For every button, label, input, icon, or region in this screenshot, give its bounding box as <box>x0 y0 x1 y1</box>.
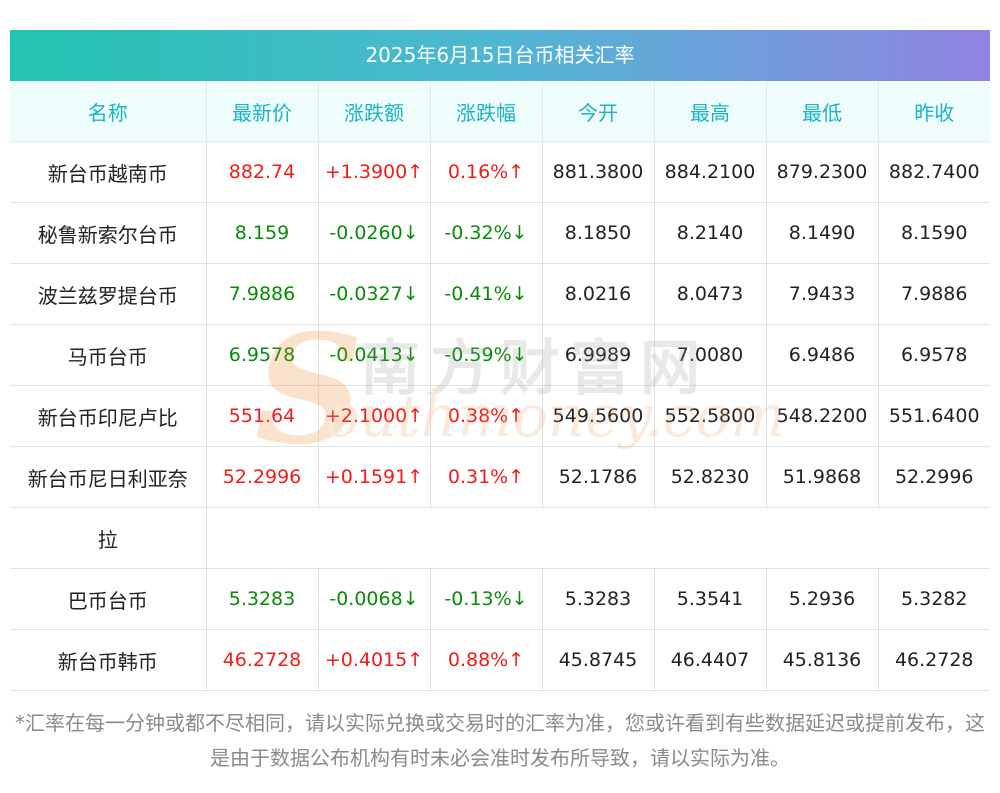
currency-pair-name: 新台币韩币 <box>10 629 207 691</box>
table-row: 新台币印尼卢比 551.64 +2.1000↑ 0.38%↑ 549.5600 … <box>10 385 990 447</box>
currency-pair-name-continued: 拉 <box>10 507 207 569</box>
open-price: 5.3283 <box>542 568 655 630</box>
prev-close: 6.9578 <box>878 324 990 386</box>
prev-close: 8.1590 <box>878 202 990 264</box>
change-amount: +0.1591↑ <box>318 446 431 508</box>
change-percent: 0.31%↑ <box>430 446 543 508</box>
disclaimer-note: *汇率在每一分钟或都不尽相同，请以实际兑换或交易时的汇率为准，您或许看到有些数据… <box>15 711 985 770</box>
low-price: 51.9868 <box>766 446 879 508</box>
change-percent: -0.59%↓ <box>430 324 543 386</box>
currency-pair-name: 秘鲁新索尔台币 <box>10 202 207 264</box>
currency-pair-name: 新台币印尼卢比 <box>10 385 207 447</box>
header-pct: 涨跌幅 <box>430 81 543 142</box>
high-price: 8.2140 <box>654 202 767 264</box>
currency-pair-name: 巴币台币 <box>10 568 207 630</box>
table-row: 巴币台币 5.3283 -0.0068↓ -0.13%↓ 5.3283 5.35… <box>10 568 990 630</box>
open-price: 6.9989 <box>542 324 655 386</box>
open-price: 8.0216 <box>542 263 655 325</box>
table-row: 波兰兹罗提台币 7.9886 -0.0327↓ -0.41%↓ 8.0216 8… <box>10 263 990 325</box>
header-name: 名称 <box>10 81 207 142</box>
table-row: 新台币韩币 46.2728 +0.4015↑ 0.88%↑ 45.8745 46… <box>10 629 990 691</box>
low-price: 6.9486 <box>766 324 879 386</box>
table-row: 秘鲁新索尔台币 8.159 -0.0260↓ -0.32%↓ 8.1850 8.… <box>10 202 990 264</box>
change-percent: 0.38%↑ <box>430 385 543 447</box>
latest-price: 6.9578 <box>206 324 319 386</box>
high-price: 5.3541 <box>654 568 767 630</box>
prev-close: 7.9886 <box>878 263 990 325</box>
currency-pair-name: 波兰兹罗提台币 <box>10 263 207 325</box>
table-row: 新台币越南币 882.74 +1.3900↑ 0.16%↑ 881.3800 8… <box>10 141 990 203</box>
high-price: 8.0473 <box>654 263 767 325</box>
table-title: 2025年6月15日台币相关汇率 <box>10 30 990 81</box>
table-row: 新台币尼日利亚奈 52.2996 +0.1591↑ 0.31%↑ 52.1786… <box>10 446 990 508</box>
change-amount: +1.3900↑ <box>318 141 431 203</box>
latest-price: 52.2996 <box>206 446 319 508</box>
change-percent: 0.16%↑ <box>430 141 543 203</box>
prev-close: 52.2996 <box>878 446 990 508</box>
currency-pair-name: 马币台币 <box>10 324 207 386</box>
rate-table: 名称 最新价 涨跌额 涨跌幅 今开 最高 最低 昨收 新台币越南币 882.74… <box>10 81 990 691</box>
change-amount: -0.0260↓ <box>318 202 431 264</box>
low-price: 8.1490 <box>766 202 879 264</box>
open-price: 8.1850 <box>542 202 655 264</box>
latest-price: 7.9886 <box>206 263 319 325</box>
low-price: 7.9433 <box>766 263 879 325</box>
prev-close: 46.2728 <box>878 629 990 691</box>
currency-pair-name: 新台币越南币 <box>10 141 207 203</box>
latest-price: 5.3283 <box>206 568 319 630</box>
latest-price: 551.64 <box>206 385 319 447</box>
latest-price: 8.159 <box>206 202 319 264</box>
latest-price: 882.74 <box>206 141 319 203</box>
header-open: 今开 <box>542 81 655 142</box>
low-price: 879.2300 <box>766 141 879 203</box>
change-percent: -0.41%↓ <box>430 263 543 325</box>
header-change: 涨跌额 <box>318 81 431 142</box>
high-price: 552.5800 <box>654 385 767 447</box>
table-header-row: 名称 最新价 涨跌额 涨跌幅 今开 最高 最低 昨收 <box>10 81 990 142</box>
open-price: 52.1786 <box>542 446 655 508</box>
change-amount: -0.0413↓ <box>318 324 431 386</box>
change-amount: +2.1000↑ <box>318 385 431 447</box>
prev-close: 882.7400 <box>878 141 990 203</box>
high-price: 7.0080 <box>654 324 767 386</box>
change-amount: -0.0327↓ <box>318 263 431 325</box>
low-price: 548.2200 <box>766 385 879 447</box>
table-row-continuation: 拉 <box>10 507 990 569</box>
currency-pair-name: 新台币尼日利亚奈 <box>10 446 207 508</box>
header-high: 最高 <box>654 81 767 142</box>
header-prev: 昨收 <box>878 81 990 142</box>
prev-close: 551.6400 <box>878 385 990 447</box>
open-price: 45.8745 <box>542 629 655 691</box>
table-body: 新台币越南币 882.74 +1.3900↑ 0.16%↑ 881.3800 8… <box>10 141 990 691</box>
change-percent: -0.13%↓ <box>430 568 543 630</box>
rate-table-container: 2025年6月15日台币相关汇率 名称 最新价 涨跌额 涨跌幅 今开 最高 最低… <box>10 30 990 691</box>
change-amount: -0.0068↓ <box>318 568 431 630</box>
high-price: 884.2100 <box>654 141 767 203</box>
header-latest: 最新价 <box>206 81 319 142</box>
latest-price: 46.2728 <box>206 629 319 691</box>
table-row: 马币台币 6.9578 -0.0413↓ -0.59%↓ 6.9989 7.00… <box>10 324 990 386</box>
change-amount: +0.4015↑ <box>318 629 431 691</box>
high-price: 52.8230 <box>654 446 767 508</box>
change-percent: -0.32%↓ <box>430 202 543 264</box>
prev-close: 5.3282 <box>878 568 990 630</box>
header-low: 最低 <box>766 81 879 142</box>
low-price: 5.2936 <box>766 568 879 630</box>
open-price: 881.3800 <box>542 141 655 203</box>
high-price: 46.4407 <box>654 629 767 691</box>
change-percent: 0.88%↑ <box>430 629 543 691</box>
empty-row-space <box>206 507 990 569</box>
open-price: 549.5600 <box>542 385 655 447</box>
low-price: 45.8136 <box>766 629 879 691</box>
